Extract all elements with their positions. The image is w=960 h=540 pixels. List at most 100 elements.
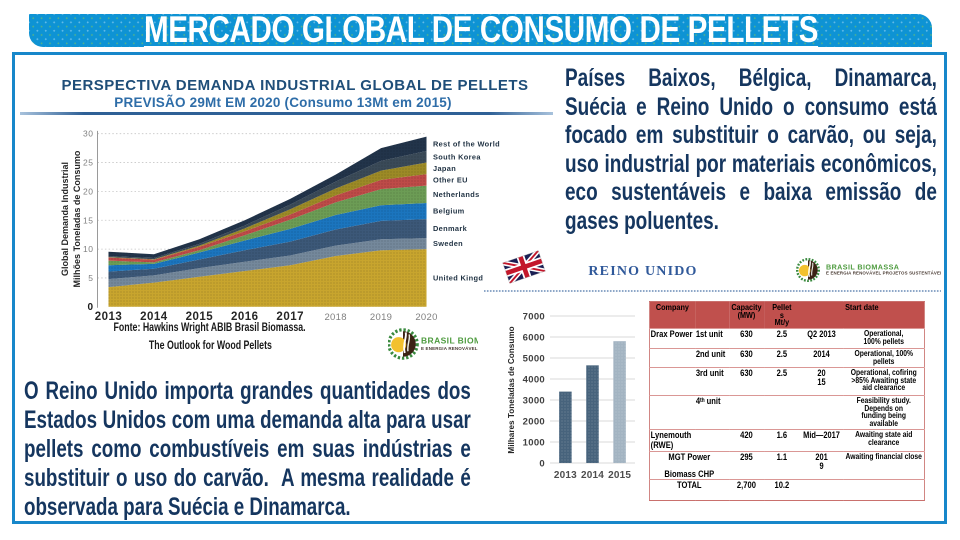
path-part — [808, 260, 811, 278]
legend-label: Japan — [433, 164, 456, 173]
x-tick-label: 2014 — [581, 470, 604, 481]
tr-part: Company Capacity (MW) Pellet s Mt/y Start d… — [649, 301, 925, 329]
x-tick-label: 2020 — [415, 312, 437, 323]
y-tick-label: 10 — [83, 244, 93, 254]
table-header-cell: Start date — [799, 301, 925, 329]
span-part: The Outlook for Wood Pellets — [148, 340, 272, 352]
uk-consumption-bar-chart: 0 1000 2000 3000 4000 5000 6000 7000 2013 2014 201… — [507, 312, 635, 481]
table-cell: Awaiting state aid clearance — [855, 430, 913, 448]
table-cell: 2nd unit — [695, 348, 726, 359]
table-cell: 420 — [740, 430, 753, 441]
path-part — [811, 262, 814, 276]
uk-plants-table: Company Capacity (MW) Pellet s Mt/y Start d… — [649, 301, 925, 502]
x-tick-label: 2015 — [186, 311, 214, 323]
legend-label: South Korea — [433, 152, 481, 161]
y-tick-label: 7000 — [523, 312, 545, 323]
table-cell: 630 — [740, 367, 753, 378]
table-cell: Drax Power — [650, 328, 693, 339]
table-cell: 1.1 — [776, 452, 788, 463]
table-row: Drax Power 1st unit 630 2.5 Q2 2013 Operation… — [649, 328, 925, 348]
circle-part — [391, 337, 407, 353]
table-cell: 630 — [740, 328, 753, 339]
y-tick-label: 30 — [83, 129, 93, 139]
table-cell — [843, 480, 924, 501]
table-cell: 2.5 — [776, 348, 788, 359]
source-note-line1: Fonte: Hawkins Wright ABIB Brasil Biomas… — [30, 322, 390, 334]
path-part — [108, 151, 427, 260]
y-tick-label: 5000 — [523, 354, 545, 365]
path-part — [403, 332, 407, 354]
uk-table: Company Capacity (MW) Pellet s Mt/y Start d… — [649, 301, 925, 502]
y-tick-label: 0 — [87, 302, 93, 313]
table-cell: MGT Power Biomass CHP — [664, 452, 715, 479]
y-tick-label: 6000 — [523, 333, 545, 344]
paragraph-right: Países Baixos, Bélgica, Dinamarca, Suécia… — [565, 64, 937, 236]
table-cell: 2.5 — [776, 328, 788, 339]
path-part — [108, 136, 427, 259]
table-cell: Lynemouth (RWE) — [650, 430, 692, 450]
x-tick-label: 2013 — [554, 470, 577, 481]
dotted-rule — [484, 290, 941, 292]
rect-part — [502, 250, 546, 284]
table-cell: 1.6 — [776, 430, 788, 441]
legend-label: Sweden — [433, 239, 463, 248]
rect-part — [559, 391, 572, 463]
legend-label: Other EU — [433, 175, 468, 184]
paragraph-line: substituir o uso do carvão. A mesma real… — [24, 463, 471, 492]
title-banner: MERCADO GLOBAL DE CONSUMO DE PELLETS — [29, 9, 932, 50]
text-part: E ENERGIA RENOVÁVEL PROJETOS SUSTENTÁVEI… — [826, 271, 941, 276]
reino-unido-heading: REINO UNIDO — [588, 264, 698, 279]
y-tick-label: 25 — [83, 158, 93, 168]
table-cell: 4ᵗʰ unit — [695, 395, 721, 406]
rect-part — [586, 365, 599, 463]
paragraph-line: O Reino Unido importa grandes quantidade… — [24, 377, 471, 405]
paragraph-line: gases poluentes. — [565, 206, 719, 235]
y-tick-label: 20 — [83, 186, 93, 196]
text-part: E ENERGIA RENOVÁVEL PROJETOS SUSTENTÁVEI… — [421, 345, 478, 351]
table-cell — [695, 430, 729, 452]
table-cell: 2,700 — [736, 480, 756, 491]
table-header-cell: Company — [649, 301, 695, 329]
path-part — [108, 202, 427, 272]
text-part: BRASIL BIOMASSA — [421, 335, 478, 345]
path-part — [505, 255, 543, 279]
slide-title: MERCADO GLOBAL DE CONSUMO DE PELLETS — [143, 9, 818, 51]
text-part: BRASIL BIOMASSA — [826, 262, 899, 271]
legend-label: United Kingd — [433, 273, 483, 282]
path-part — [108, 162, 427, 260]
table-row: Lynemouth (RWE) 420 1.6 Mid—2017 Awaiting st… — [649, 429, 925, 452]
stacked-area-chart: 0 5 10 15 20 25 30 2013 2014 2015 2016 2017 2018 2019… — [83, 129, 500, 323]
table-cell: Awaiting financial close — [845, 452, 922, 462]
paragraph-line: observada para Suécia e Dinamarca. — [24, 492, 351, 521]
table-cell: 295 — [740, 452, 753, 463]
paragraph-line: eco sustentáveis e baixa emissão de — [565, 178, 937, 207]
table-cell — [649, 367, 695, 395]
paragraph-line: Países Baixos, Bélgica, Dinamarca, — [565, 64, 937, 92]
path-part — [108, 174, 427, 263]
table-cell: Feasibility study. Depends on funding be… — [856, 395, 911, 429]
paragraph-bottom: O Reino Unido importa grandes quantidade… — [24, 377, 471, 522]
legend-label: Rest of the World — [433, 139, 500, 148]
x-tick-label: 2017 — [276, 311, 304, 323]
table-cell: 201 9 — [815, 452, 828, 472]
bar-chart-y-axis-label: Milhares Toneladas de Consumo — [507, 326, 516, 453]
y-tick-label: 4000 — [523, 375, 545, 386]
table-cell: Operational, 100% pellets — [863, 328, 904, 346]
legend-label: Netherlands — [433, 190, 480, 199]
y-tick-label: 5 — [88, 273, 93, 283]
path-part — [108, 238, 427, 288]
table-cell: Operational, cofiring >85% Awaiting stat… — [850, 367, 917, 393]
table-row: MGT Power Biomass CHP 295 1.1 201 9 Awaiting… — [649, 451, 925, 480]
y-tick-label: 15 — [83, 215, 93, 225]
x-tick-label: 2014 — [140, 311, 168, 323]
paragraph-line: Estados Unidos com uma demanda alta para… — [24, 405, 471, 434]
y-tick-label: 1000 — [523, 438, 545, 449]
x-tick-label: 2015 — [608, 470, 631, 481]
rect-part — [613, 341, 626, 463]
div-part: Países Baixos, Bélgica, Dinamarca, Suécia… — [565, 64, 937, 236]
table-row: TOTAL 2,700 10.2 — [649, 479, 925, 501]
table-header-cell: Pellet s Mt/y — [764, 301, 800, 329]
x-tick-label: 2016 — [231, 311, 259, 323]
